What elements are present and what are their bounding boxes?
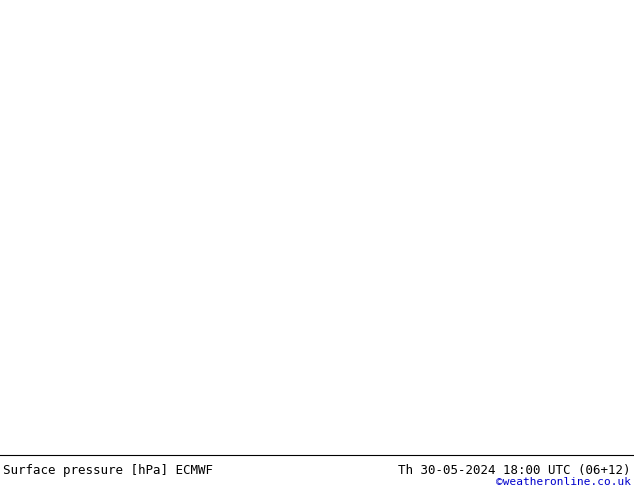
Text: ©weatheronline.co.uk: ©weatheronline.co.uk: [496, 477, 631, 487]
Text: Surface pressure [hPa] ECMWF: Surface pressure [hPa] ECMWF: [3, 464, 213, 477]
Text: Th 30-05-2024 18:00 UTC (06+12): Th 30-05-2024 18:00 UTC (06+12): [398, 464, 631, 477]
